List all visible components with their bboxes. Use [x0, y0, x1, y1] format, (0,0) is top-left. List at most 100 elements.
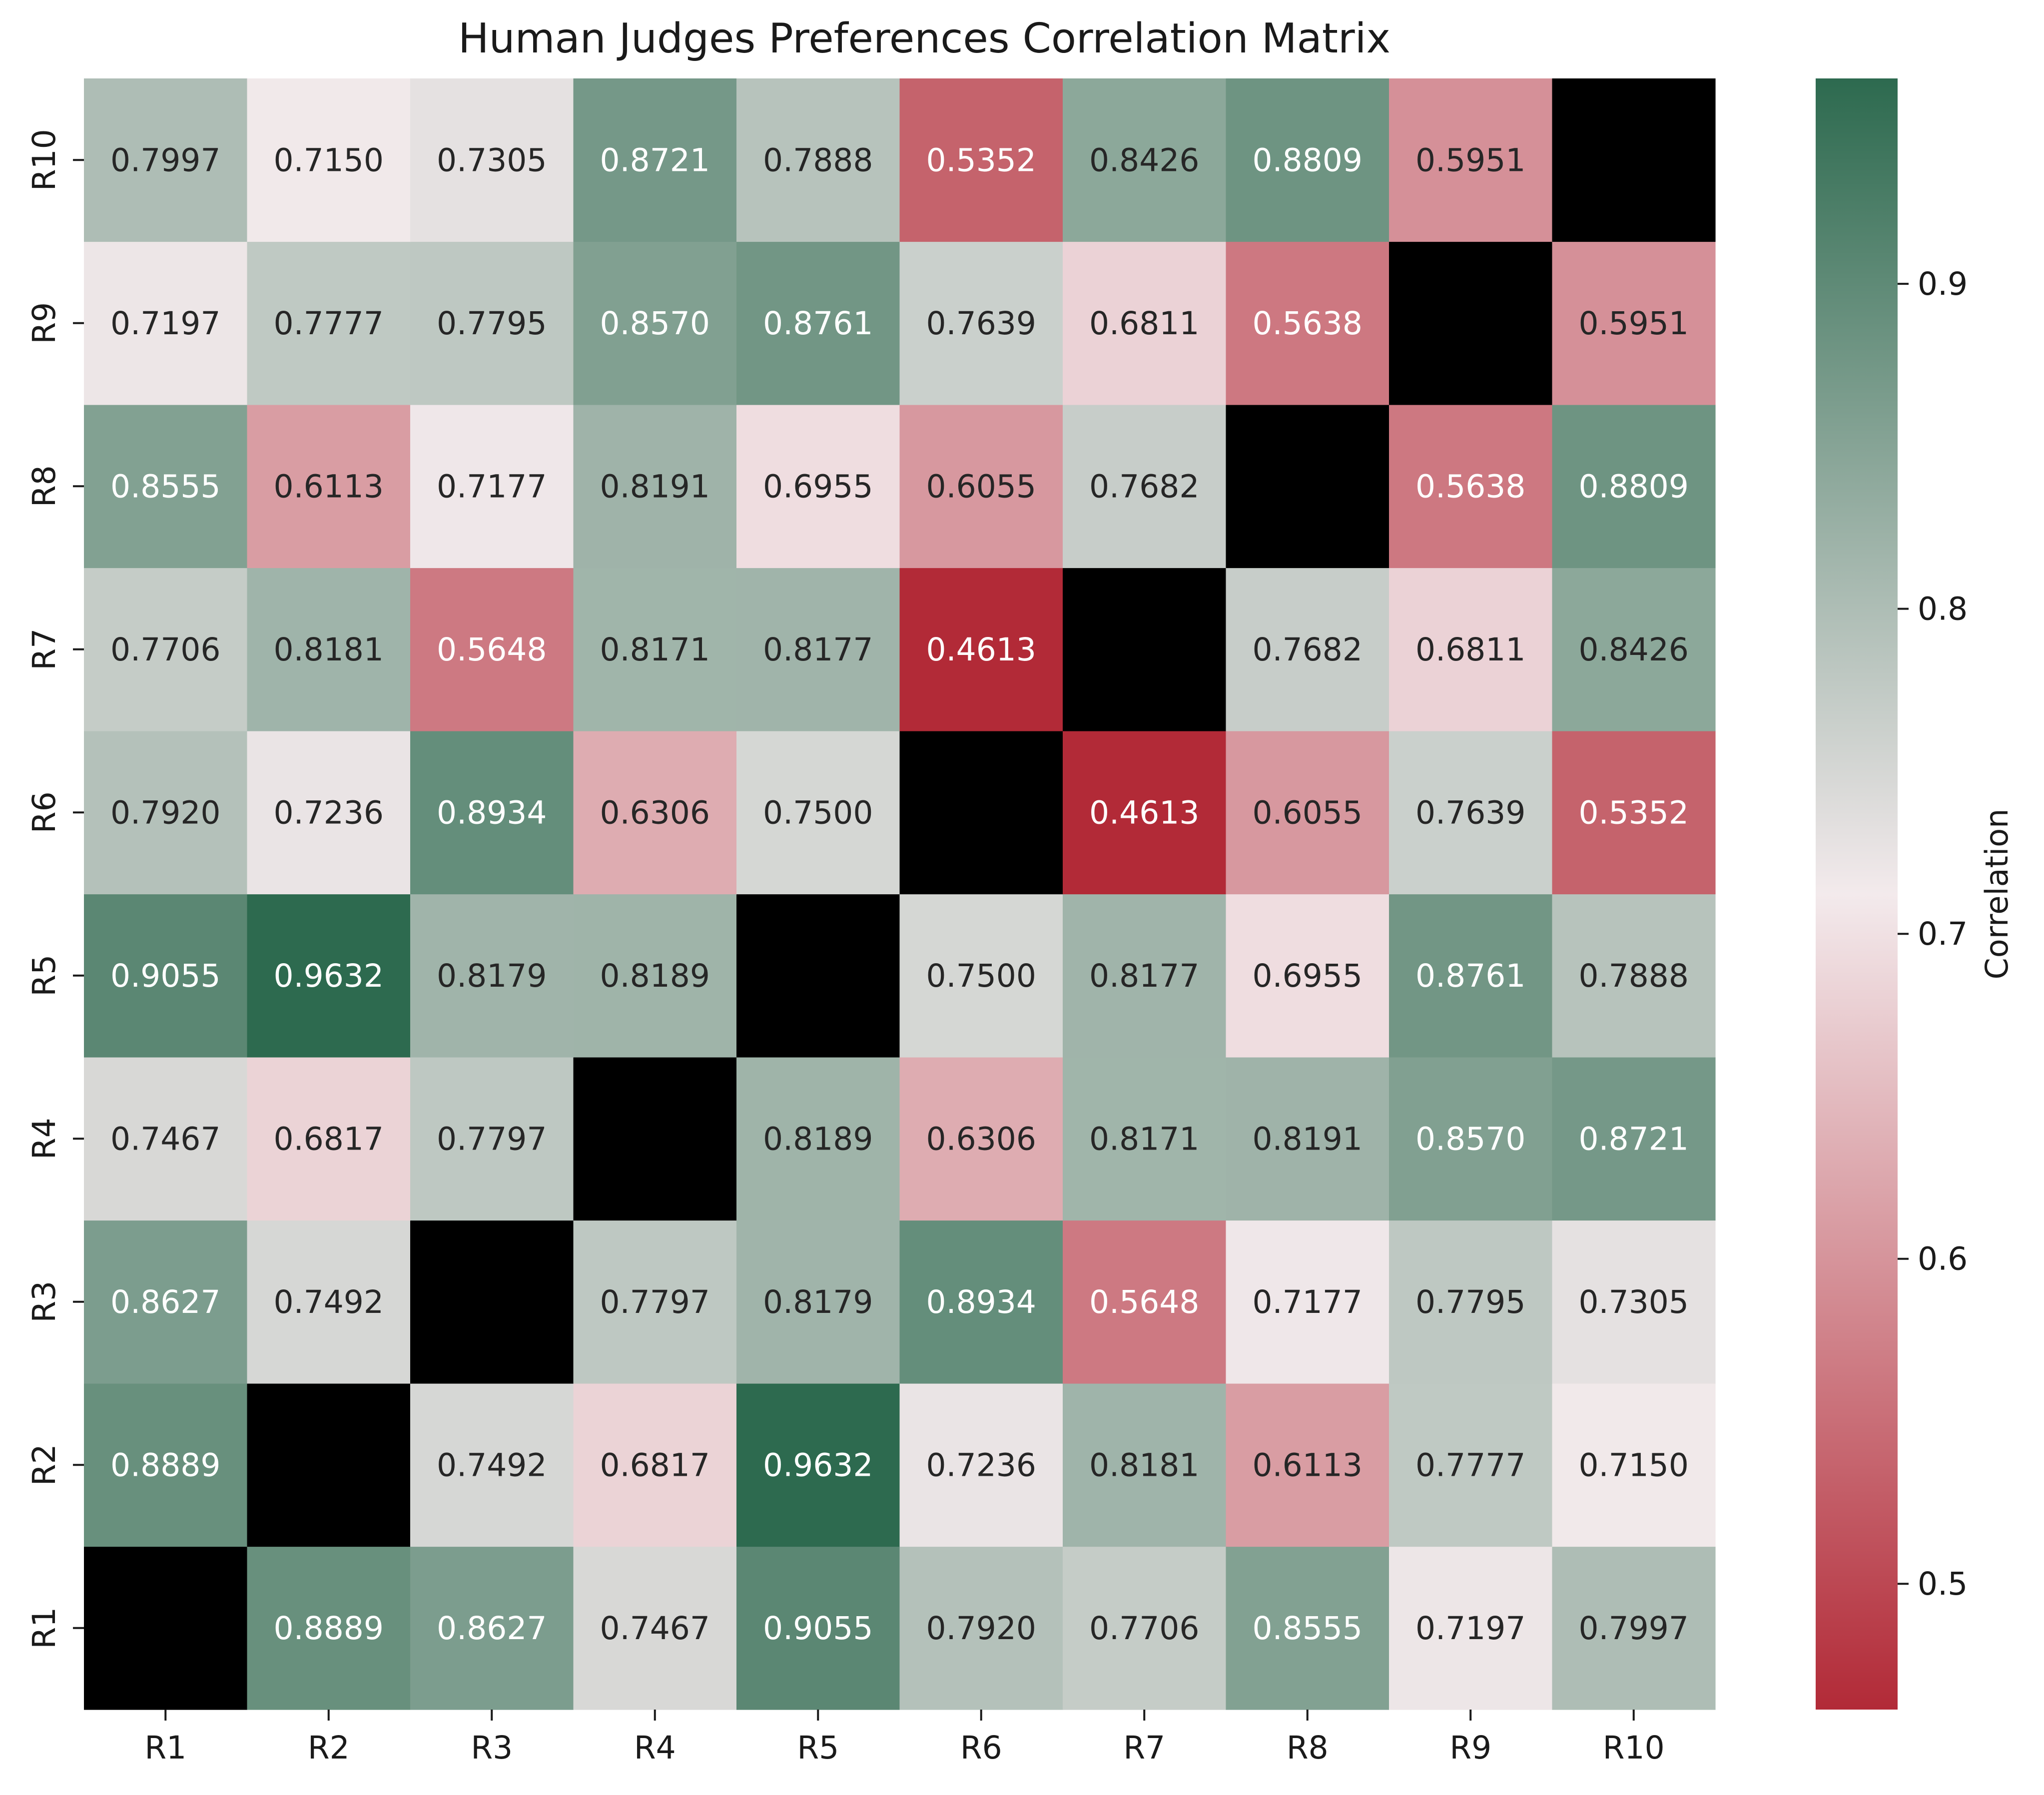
heatmap-cell-R7-R1	[84, 568, 248, 731]
y-tick-label-R6: R6	[26, 791, 62, 833]
heatmap-cell-R4-R9	[1389, 1057, 1553, 1221]
heatmap-cell-R5-R3	[410, 894, 574, 1058]
colorbar-gradient	[1816, 78, 1898, 1710]
cell-value-R1-R5: 0.9055	[763, 1610, 873, 1647]
cell-value-R3-R9: 0.7795	[1415, 1284, 1525, 1320]
cell-value-R3-R2: 0.7492	[274, 1284, 384, 1320]
colorbar-ticks: 0.5 0.6 0.7 0.8 0.9	[1898, 266, 1968, 1602]
cell-value-R9-R6: 0.7639	[926, 305, 1036, 342]
heatmap-cell-R5-R10	[1552, 894, 1716, 1058]
cell-value-R4-R2: 0.6817	[274, 1121, 384, 1157]
cell-value-R3-R4: 0.7797	[600, 1284, 710, 1320]
cell-value-R5-R2: 0.9632	[274, 958, 384, 994]
cell-value-R9-R8: 0.5638	[1253, 305, 1363, 342]
heatmap-cell-R7-R3	[410, 568, 574, 731]
heatmap-cell-R8-R7	[1063, 405, 1227, 569]
heatmap-cell-R3-R9	[1389, 1220, 1553, 1384]
heatmap-cell-R9-R4	[573, 241, 737, 405]
cell-value-R1-R4: 0.7467	[600, 1610, 710, 1647]
heatmap-cell-R6-R5	[736, 731, 900, 895]
heatmap-cell-R1-R7	[1063, 1546, 1227, 1710]
cell-value-R3-R6: 0.8934	[926, 1284, 1036, 1320]
y-tick-label-R10: R10	[26, 129, 62, 191]
heatmap-cell-R6-R7	[1063, 731, 1227, 895]
cell-value-R3-R10: 0.7305	[1579, 1284, 1689, 1320]
y-tick-label-R1: R1	[26, 1607, 62, 1649]
cell-value-R6-R4: 0.6306	[600, 794, 710, 831]
heatmap-cell-R6-R9	[1389, 731, 1553, 895]
cell-value-R3-R7: 0.5648	[1089, 1284, 1199, 1320]
heatmap-cell-R9-R7	[1063, 241, 1227, 405]
cell-value-R2-R7: 0.8181	[1089, 1447, 1199, 1483]
cell-value-R5-R9: 0.8761	[1415, 958, 1525, 994]
cell-value-R7-R2: 0.8181	[274, 631, 384, 668]
cell-value-R1-R6: 0.7920	[926, 1610, 1036, 1647]
heatmap-cell-R2-R7	[1063, 1383, 1227, 1547]
cell-value-R4-R7: 0.8171	[1089, 1121, 1199, 1157]
heatmap-cell-R2-R10	[1552, 1383, 1716, 1547]
cell-value-R4-R1: 0.7467	[110, 1121, 220, 1157]
heatmap-cell-R2-R6	[899, 1383, 1063, 1547]
cell-value-R8-R5: 0.6955	[763, 468, 873, 505]
cell-value-R7-R10: 0.8426	[1579, 631, 1689, 668]
heatmap-cell-R2-R8	[1226, 1383, 1389, 1547]
x-tick-label-R6: R6	[960, 1730, 1002, 1766]
heatmap-cell-R5-R8	[1226, 894, 1389, 1058]
heatmap-cell-R2-R5	[736, 1383, 900, 1547]
heatmap-cell-R6-R8	[1226, 731, 1389, 895]
heatmap-cell-R6-R3	[410, 731, 574, 895]
cell-value-R2-R5: 0.9632	[763, 1447, 873, 1483]
heatmap-cell-R10-R2	[247, 78, 411, 242]
x-tick-label-R1: R1	[144, 1730, 186, 1766]
heatmap-cell-R8-R8	[1226, 405, 1389, 569]
colorbar-tick-label-0.9: 0.9	[1918, 266, 1968, 302]
y-tick-label-R9: R9	[26, 302, 62, 344]
cell-value-R1-R7: 0.7706	[1089, 1610, 1199, 1647]
heatmap-cell-R4-R6	[899, 1057, 1063, 1221]
heatmap-cell-R7-R5	[736, 568, 900, 731]
cell-value-R8-R4: 0.8191	[600, 468, 710, 505]
cell-value-R5-R8: 0.6955	[1253, 958, 1363, 994]
cell-value-R1-R2: 0.8889	[274, 1610, 384, 1647]
x-tick-label-R8: R8	[1287, 1730, 1329, 1766]
cell-value-R6-R9: 0.7639	[1415, 794, 1525, 831]
heatmap-cell-R5-R7	[1063, 894, 1227, 1058]
heatmap-cell-R4-R8	[1226, 1057, 1389, 1221]
cell-value-R9-R3: 0.7795	[437, 305, 547, 342]
cell-value-R4-R9: 0.8570	[1415, 1121, 1525, 1157]
cell-value-R7-R6: 0.4613	[926, 631, 1036, 668]
cell-value-R5-R6: 0.7500	[926, 958, 1036, 994]
cell-value-R6-R8: 0.6055	[1253, 794, 1363, 831]
y-axis: R1 R2 R3 R4 R5 R6 R7 R8 R9 R10	[26, 129, 84, 1649]
cell-value-R10-R9: 0.5951	[1415, 142, 1525, 178]
heatmap-cell-R5-R6	[899, 894, 1063, 1058]
cell-value-R2-R8: 0.6113	[1253, 1447, 1363, 1483]
heatmap-cell-R10-R8	[1226, 78, 1389, 242]
heatmap-cell-R8-R4	[573, 405, 737, 569]
heatmap-cell-R8-R3	[410, 405, 574, 569]
heatmap-cell-R6-R6	[899, 731, 1063, 895]
heatmap-cell-R10-R3	[410, 78, 574, 242]
cell-value-R4-R3: 0.7797	[437, 1121, 547, 1157]
cell-value-R6-R1: 0.7920	[110, 794, 220, 831]
heatmap-cell-R6-R2	[247, 731, 411, 895]
colorbar-label: Correlation	[1979, 809, 2015, 980]
heatmap-cell-R3-R1	[84, 1220, 248, 1384]
cell-value-R9-R7: 0.6811	[1089, 305, 1199, 342]
heatmap-cell-R2-R1	[84, 1383, 248, 1547]
cell-value-R5-R7: 0.8177	[1089, 958, 1199, 994]
cell-value-R6-R2: 0.7236	[274, 794, 384, 831]
cell-value-R1-R8: 0.8555	[1253, 1610, 1363, 1647]
heatmap-cell-R9-R5	[736, 241, 900, 405]
cell-value-R6-R5: 0.7500	[763, 794, 873, 831]
cell-value-R6-R3: 0.8934	[437, 794, 547, 831]
cell-value-R10-R1: 0.7997	[110, 142, 220, 178]
heatmap-cell-R2-R4	[573, 1383, 737, 1547]
cell-value-R1-R3: 0.8627	[437, 1610, 547, 1647]
heatmap-cell-R4-R2	[247, 1057, 411, 1221]
heatmap-cell-R7-R8	[1226, 568, 1389, 731]
cell-value-labels: 0.8889 0.8627 0.7467 0.9055 0.7920 0.7706 0.85…	[110, 142, 1689, 1647]
cell-value-R7-R8: 0.7682	[1253, 631, 1363, 668]
y-tick-label-R8: R8	[26, 465, 62, 507]
cell-value-R6-R10: 0.5352	[1579, 794, 1689, 831]
